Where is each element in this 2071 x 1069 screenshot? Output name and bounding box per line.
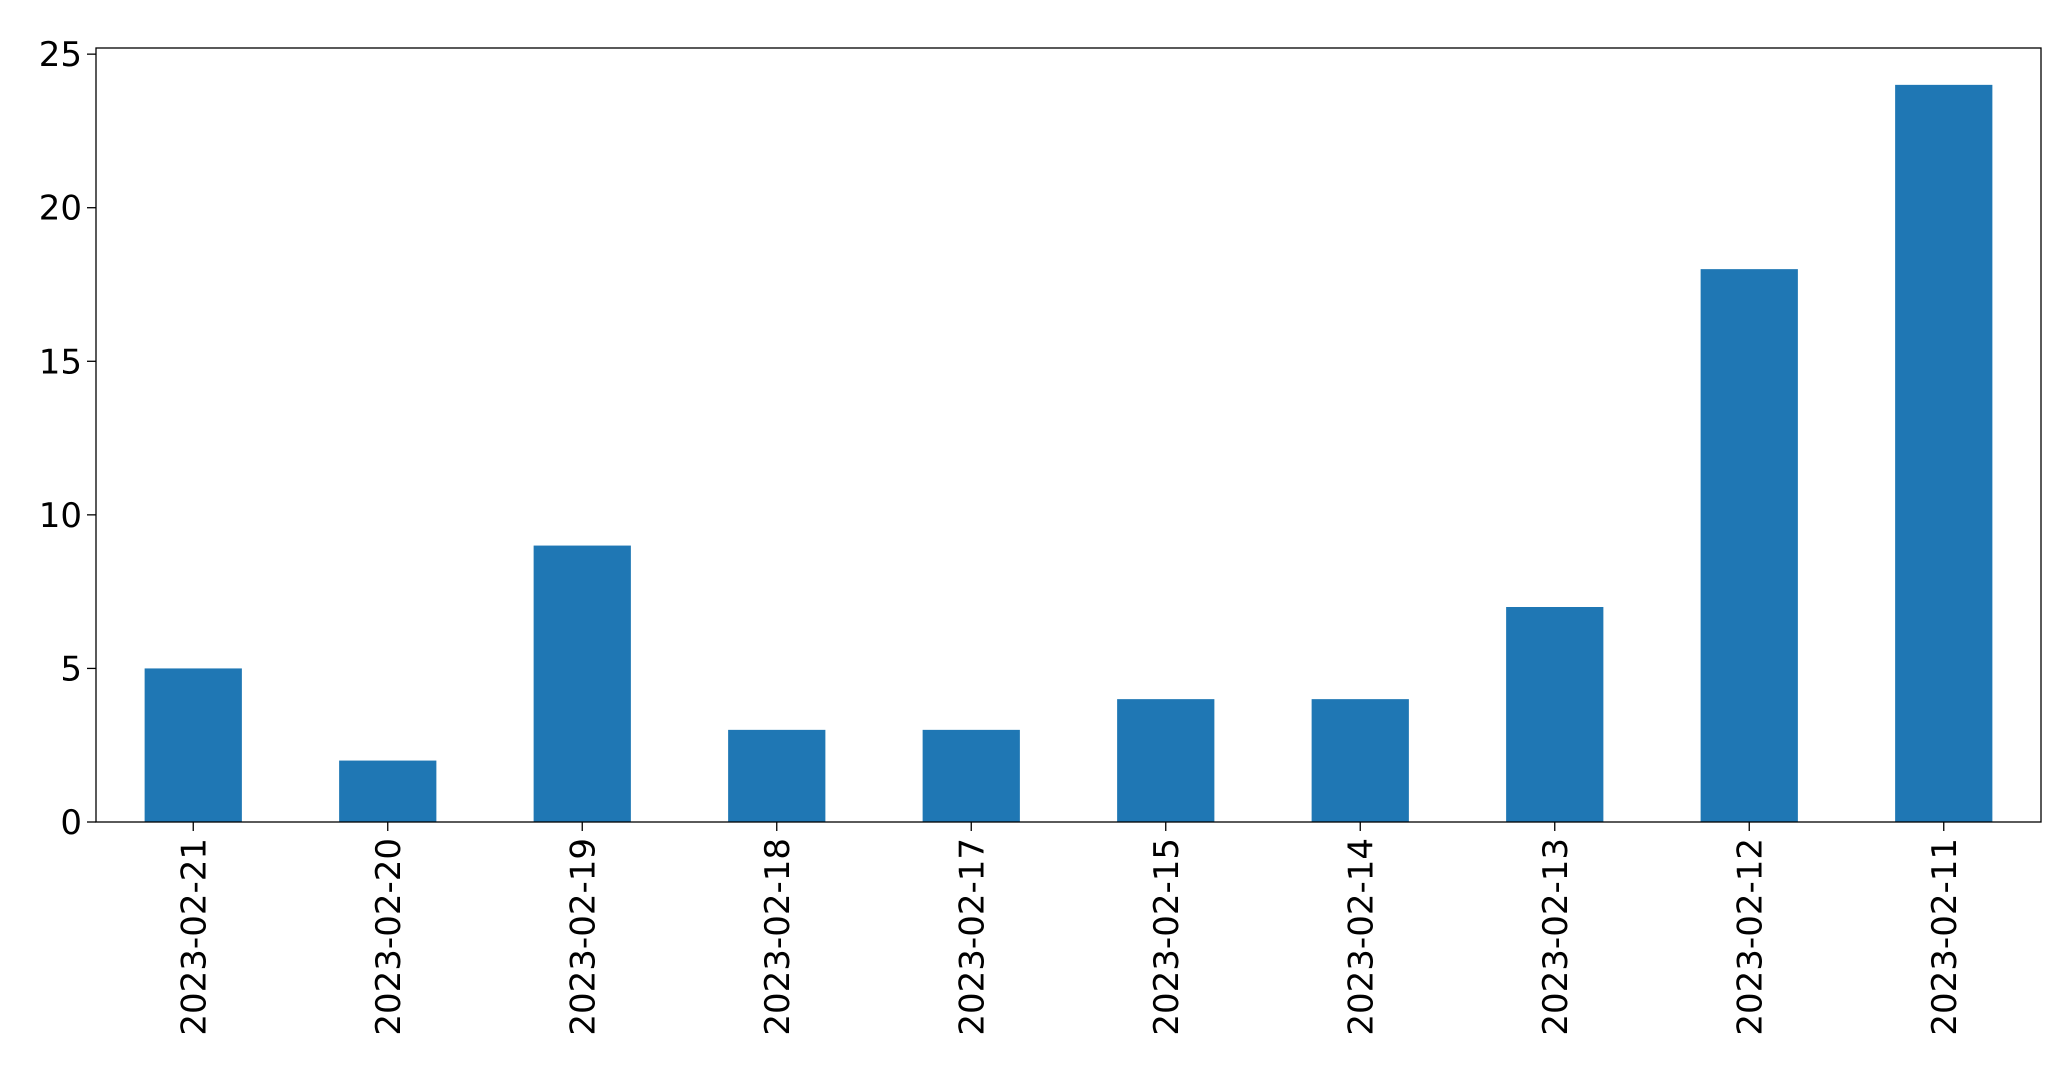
y-tick-label: 20 <box>39 189 82 229</box>
x-tick-label: 2023-02-11 <box>1925 838 1965 1036</box>
bar <box>533 545 631 822</box>
x-tick-label: 2023-02-13 <box>1536 838 1576 1036</box>
bar <box>1311 699 1409 822</box>
x-tick-label: 2023-02-15 <box>1147 838 1187 1036</box>
x-tick-label: 2023-02-18 <box>758 838 798 1036</box>
x-tick-label: 2023-02-21 <box>174 838 214 1036</box>
bar <box>1117 699 1215 822</box>
bar <box>922 729 1020 822</box>
bar <box>1700 269 1798 823</box>
bar <box>1895 84 1993 823</box>
y-tick-label: 0 <box>60 803 82 843</box>
bar <box>144 668 242 822</box>
y-tick-label: 10 <box>39 496 82 536</box>
y-tick-label: 5 <box>60 649 82 689</box>
x-tick-label: 2023-02-14 <box>1341 838 1381 1036</box>
x-tick-label: 2023-02-20 <box>369 838 409 1036</box>
bar <box>339 760 437 822</box>
y-tick-label: 25 <box>39 35 82 75</box>
x-tick-label: 2023-02-19 <box>563 838 603 1036</box>
y-tick-label: 15 <box>39 342 82 382</box>
bar <box>728 729 826 822</box>
plot-frame <box>95 47 2042 823</box>
x-tick-label: 2023-02-17 <box>952 838 992 1036</box>
bar <box>1506 607 1604 822</box>
x-tick-label: 2023-02-12 <box>1730 838 1770 1036</box>
